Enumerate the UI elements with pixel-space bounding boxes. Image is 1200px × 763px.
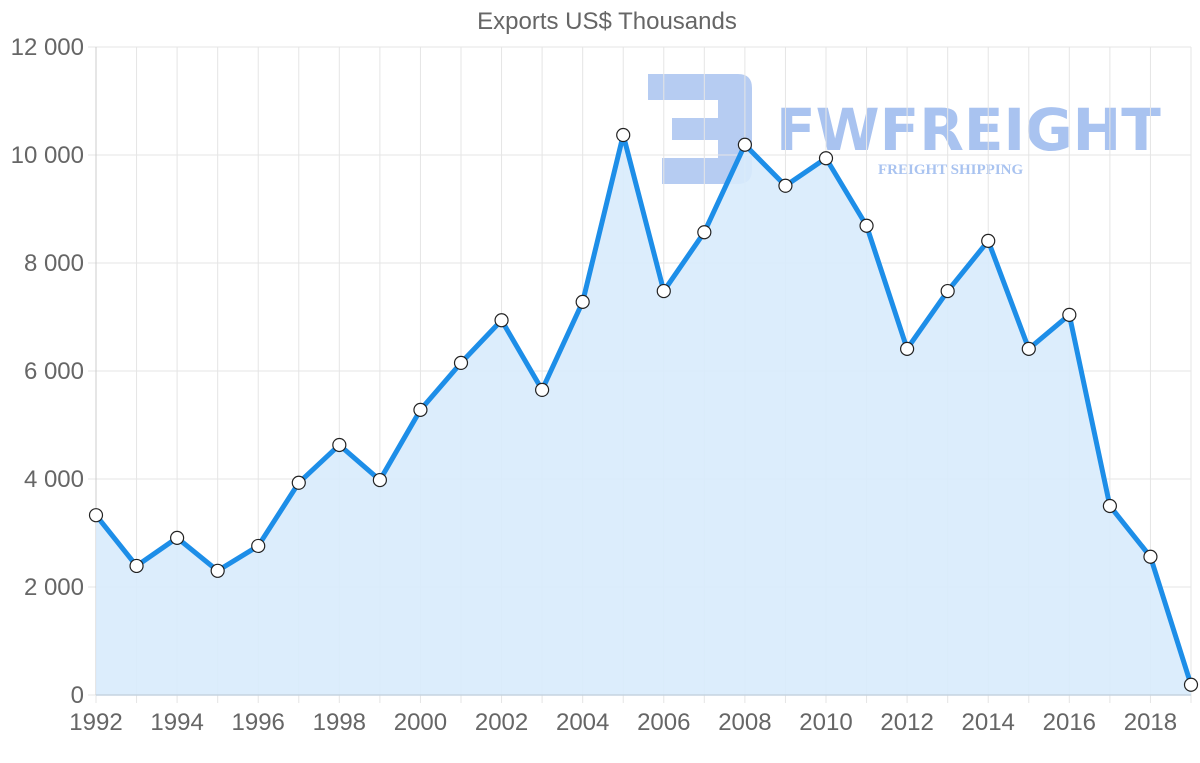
data-point[interactable] <box>251 538 266 554</box>
data-point[interactable] <box>575 294 590 309</box>
data-point[interactable] <box>1062 307 1077 322</box>
x-tick-label: 2012 <box>880 709 933 736</box>
y-tick-label: 4 000 <box>24 466 84 493</box>
data-point[interactable] <box>900 341 915 356</box>
x-tick-label: 1992 <box>69 709 122 736</box>
x-axis: 1992 1994 1996 1998 2000 2002 2004 2006 2008 2010… <box>69 709 1177 736</box>
y-tick-label: 0 <box>71 682 84 709</box>
data-point[interactable] <box>1183 677 1199 692</box>
data-point[interactable] <box>940 283 955 299</box>
data-point[interactable] <box>981 233 996 248</box>
watermark-tagline: FREIGHT SHIPPING <box>878 162 1023 178</box>
y-tick-label: 2 000 <box>24 574 84 601</box>
x-tick-label: 2006 <box>637 709 690 736</box>
chart-title: Exports US$ Thousands <box>477 8 737 35</box>
area-fill <box>96 135 1191 696</box>
data-point[interactable] <box>1143 549 1158 564</box>
data-point[interactable] <box>413 402 428 417</box>
y-tick-label: 6 000 <box>24 358 84 385</box>
data-point[interactable] <box>656 283 671 299</box>
data-point[interactable] <box>778 178 793 193</box>
data-point[interactable] <box>616 127 631 143</box>
watermark-brand: FWFREIGHT <box>776 96 1161 164</box>
data-point[interactable] <box>129 558 144 574</box>
data-point[interactable] <box>1102 498 1117 514</box>
y-tick-label: 10 000 <box>11 142 84 169</box>
data-point[interactable] <box>737 137 752 152</box>
data-point[interactable] <box>291 475 306 490</box>
x-tick-label: 2002 <box>475 709 528 736</box>
x-tick-label: 2016 <box>1043 709 1096 736</box>
data-point[interactable] <box>1021 341 1036 356</box>
x-tick-label: 2010 <box>799 709 852 736</box>
data-point[interactable] <box>332 437 347 453</box>
data-point[interactable] <box>88 508 104 523</box>
y-tick-label: 12 000 <box>11 34 84 61</box>
x-tick-label: 2008 <box>718 709 771 736</box>
data-point[interactable] <box>535 382 550 397</box>
data-point[interactable] <box>372 472 387 488</box>
data-point[interactable] <box>453 355 469 370</box>
brand-logo-icon <box>648 74 752 184</box>
x-tick-label: 1998 <box>313 709 366 736</box>
data-point[interactable] <box>859 218 874 233</box>
data-point[interactable] <box>170 530 185 545</box>
data-point[interactable] <box>210 563 225 578</box>
x-tick-label: 2004 <box>556 709 609 736</box>
y-tick-label: 8 000 <box>24 250 84 277</box>
x-tick-label: 2000 <box>394 709 447 736</box>
data-point[interactable] <box>697 225 712 240</box>
data-point[interactable] <box>818 151 834 166</box>
data-point[interactable] <box>494 313 509 328</box>
data-points <box>88 127 1199 692</box>
fwfreight-watermark: FWFREIGHT FREIGHT SHIPPING <box>648 74 1161 184</box>
x-tick-label: 2014 <box>962 709 1015 736</box>
x-tick-label: 2018 <box>1124 709 1177 736</box>
series-line <box>94 132 1194 686</box>
x-tick-label: 1996 <box>232 709 285 736</box>
y-axis: 0 2 000 4 000 6 000 8 000 10 000 12 000 <box>11 34 84 709</box>
x-tick-label: 1994 <box>150 709 203 736</box>
